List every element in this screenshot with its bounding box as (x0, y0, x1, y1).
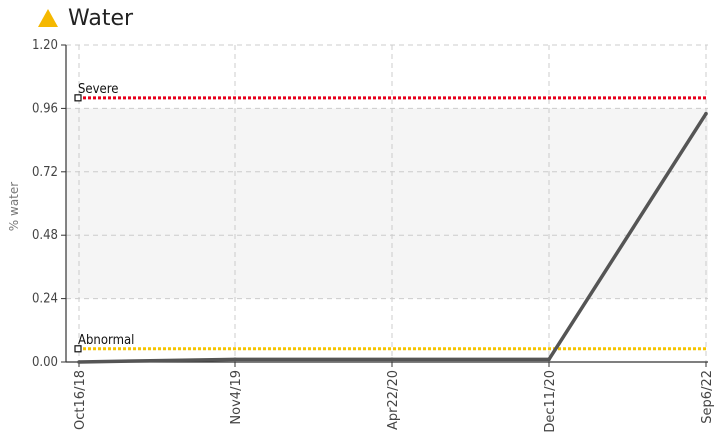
data-point (704, 111, 708, 116)
data-point (390, 357, 394, 362)
threshold-label-severe: Severe (78, 82, 118, 97)
x-tick-label: Dec11/20 (543, 370, 558, 433)
normal-range-band (66, 108, 708, 299)
y-tick-label: 0.24 (32, 292, 58, 307)
threshold-marker-severe (74, 94, 82, 102)
x-tick-label: Nov4/19 (229, 370, 244, 425)
y-axis-label: % water (7, 182, 21, 231)
data-point (547, 357, 551, 362)
y-tick-label: 0.48 (32, 228, 58, 243)
y-tick-label: 0.00 (32, 355, 58, 370)
chart-title: Water (68, 5, 134, 31)
y-tick-label: 0.72 (32, 165, 58, 180)
warning-triangle-icon (38, 9, 58, 27)
y-tick-label: 1.20 (32, 38, 58, 53)
chart-header: Water (36, 3, 133, 33)
y-tick-label: 0.96 (32, 101, 58, 116)
data-point (77, 360, 81, 364)
threshold-label-abnormal: Abnormal (78, 333, 134, 348)
threshold-marker-abnormal (74, 345, 82, 353)
x-tick-label: Oct16/18 (73, 370, 88, 430)
x-tick-label: Sep6/22 (700, 370, 715, 424)
data-point (233, 357, 237, 362)
x-tick-label: Apr22/20 (386, 370, 401, 430)
